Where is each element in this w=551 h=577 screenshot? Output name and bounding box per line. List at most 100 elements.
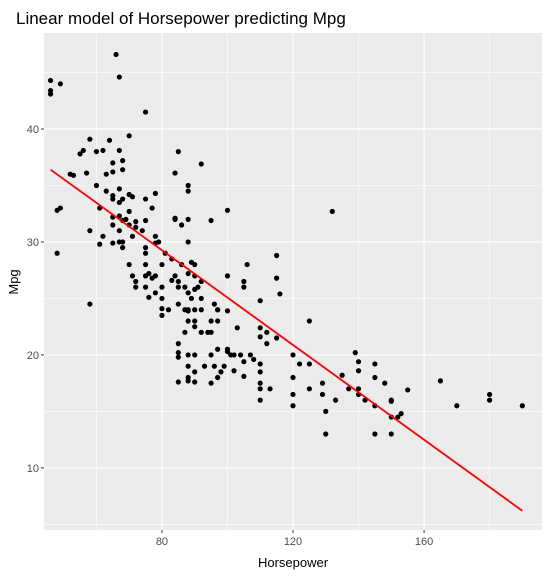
data-point	[175, 354, 181, 360]
data-point	[241, 284, 247, 290]
data-point	[93, 149, 100, 155]
data-point	[329, 208, 335, 215]
data-point	[146, 294, 152, 300]
y-axis-ticks: 10 20 30 40	[27, 124, 44, 475]
data-point	[185, 352, 191, 358]
data-point	[267, 386, 273, 392]
data-point	[215, 318, 221, 324]
x-tick-label: 120	[284, 536, 302, 548]
data-point	[185, 270, 191, 277]
data-point	[274, 275, 280, 281]
data-point	[372, 361, 378, 367]
data-point	[398, 411, 404, 417]
data-point	[159, 306, 165, 312]
data-point	[159, 261, 165, 268]
data-point	[224, 346, 231, 352]
data-point	[103, 171, 109, 177]
x-axis-ticks: 80 120 160	[156, 530, 433, 548]
data-point	[198, 161, 204, 167]
data-point	[306, 318, 312, 324]
data-point	[120, 196, 126, 202]
data-point	[319, 391, 326, 398]
data-point	[395, 414, 401, 420]
data-point	[192, 369, 198, 375]
data-point	[208, 318, 214, 324]
data-point	[215, 346, 221, 352]
data-points	[47, 51, 525, 437]
data-point	[208, 380, 214, 386]
data-point	[139, 228, 145, 234]
chart-title: Linear model of Horsepower predicting Mp…	[16, 9, 346, 28]
data-point	[129, 273, 136, 279]
data-point	[198, 329, 204, 335]
data-point	[277, 291, 283, 297]
data-point	[182, 284, 188, 290]
fit-line-group	[50, 168, 523, 512]
data-point	[156, 239, 162, 245]
data-point	[454, 403, 460, 409]
data-point	[355, 368, 362, 374]
data-point	[185, 290, 191, 296]
data-point	[116, 213, 122, 219]
data-point	[116, 147, 122, 154]
data-point	[77, 151, 83, 157]
data-point	[133, 224, 139, 230]
y-tick-label: 10	[27, 463, 39, 475]
data-point	[290, 391, 296, 398]
data-point	[224, 207, 231, 213]
data-point	[323, 408, 329, 414]
data-point	[185, 182, 191, 189]
data-point	[221, 363, 227, 369]
data-point	[372, 374, 378, 381]
data-point	[188, 295, 195, 302]
data-point	[257, 361, 263, 367]
data-point	[319, 380, 326, 386]
data-point	[175, 284, 181, 290]
data-point	[296, 361, 303, 367]
data-point	[175, 301, 181, 307]
data-point	[290, 374, 296, 381]
data-point	[257, 386, 263, 392]
data-point	[323, 431, 329, 437]
data-point	[247, 352, 254, 358]
data-point	[110, 222, 116, 228]
data-point	[70, 172, 77, 178]
data-point	[192, 379, 198, 385]
x-tick-label: 80	[156, 536, 168, 548]
data-point	[244, 261, 250, 268]
data-point	[264, 341, 270, 347]
data-point	[47, 77, 54, 84]
data-point	[179, 222, 185, 228]
data-point	[257, 334, 263, 340]
data-point	[103, 188, 109, 194]
data-point	[234, 325, 240, 331]
data-point	[172, 170, 178, 176]
data-point	[332, 397, 339, 403]
data-point	[123, 216, 129, 222]
data-point	[142, 109, 149, 115]
data-point	[129, 194, 136, 200]
data-point	[175, 149, 181, 155]
data-point	[54, 250, 60, 256]
data-point	[257, 325, 263, 331]
data-point	[185, 363, 191, 369]
data-point	[382, 380, 388, 386]
data-point	[192, 318, 198, 324]
data-point	[355, 386, 362, 392]
data-point	[152, 273, 158, 279]
data-point	[83, 170, 90, 176]
data-point	[211, 301, 217, 307]
data-point	[133, 284, 139, 290]
data-point	[224, 273, 231, 279]
data-point	[165, 307, 172, 313]
data-point	[208, 352, 214, 358]
data-point	[185, 378, 191, 384]
data-point	[251, 356, 257, 363]
data-point	[116, 199, 122, 206]
data-point	[437, 378, 444, 384]
data-point	[129, 233, 136, 239]
data-point	[146, 270, 152, 277]
data-point	[175, 341, 181, 347]
data-point	[198, 307, 204, 313]
